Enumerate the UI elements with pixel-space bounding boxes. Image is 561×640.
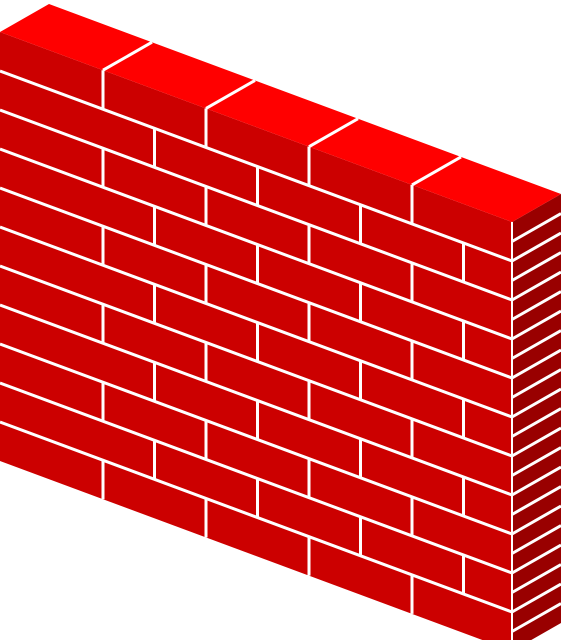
side-mortar-line	[511, 543, 561, 575]
side-mortar-line	[511, 504, 561, 536]
course-mortar-line	[0, 147, 513, 341]
side-mortar-line	[511, 348, 561, 380]
side-mortar-line	[511, 446, 561, 477]
course-mortar-line	[0, 303, 513, 497]
side-mortar-line	[511, 212, 561, 243]
course-mortar-line	[0, 225, 513, 419]
side-mortar-line	[511, 524, 561, 555]
top-brick-joint	[205, 79, 256, 110]
top-brick-joint	[411, 155, 462, 187]
side-mortar-line	[511, 309, 561, 341]
side-mortar-line	[511, 465, 561, 497]
top-brick-joint	[102, 40, 153, 72]
wall-side-face	[512, 194, 561, 640]
top-face-fill	[0, 4, 561, 222]
course-mortar-line	[0, 69, 513, 263]
side-mortar-line	[511, 582, 561, 614]
side-mortar-line	[511, 290, 561, 321]
side-mortar-line	[511, 251, 561, 282]
top-brick-joint	[308, 117, 359, 148]
mortar-lines	[0, 40, 561, 640]
side-mortar-line	[511, 563, 561, 594]
course-mortar-line	[0, 381, 513, 575]
side-mortar-line	[511, 602, 561, 633]
side-mortar-line	[511, 368, 561, 399]
side-mortar-line	[511, 231, 561, 263]
side-mortar-line	[511, 407, 561, 438]
side-mortar-line	[511, 387, 561, 419]
side-mortar-line	[511, 270, 561, 302]
side-mortar-line	[511, 329, 561, 360]
wall-top-face	[0, 4, 561, 222]
side-face-fill	[512, 194, 561, 640]
side-mortar-line	[511, 426, 561, 458]
side-mortar-line	[511, 485, 561, 516]
